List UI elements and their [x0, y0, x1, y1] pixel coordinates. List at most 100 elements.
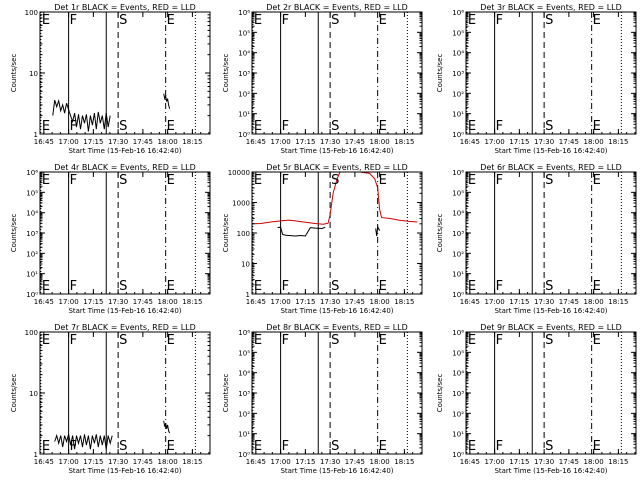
x-tick-label: 18:00	[370, 458, 390, 466]
y-tick-label: 10³	[452, 230, 464, 238]
y-tick-label: 10	[241, 261, 250, 269]
marker-label-f: F	[70, 13, 77, 28]
plot-area	[252, 12, 408, 134]
event-rate-line	[375, 225, 381, 237]
x-tick-label: 18:00	[584, 138, 604, 146]
marker-label-e: E	[468, 13, 476, 28]
marker-label-f: F	[282, 439, 289, 454]
y-tick-label: 10³	[238, 70, 250, 78]
x-tick-label: 17:15	[509, 298, 529, 306]
x-tick-label: 17:30	[320, 298, 340, 306]
panel-det-8r: Det 8r BLACK = Events, RED = LLDEEFFSSEE…	[222, 323, 423, 475]
x-tick-label: 17:00	[271, 298, 291, 306]
x-tick-label: 17:15	[509, 458, 529, 466]
y-tick-label: 10²	[238, 410, 250, 418]
y-axis-label: Counts/sec	[222, 54, 230, 93]
marker-label-e: E	[42, 13, 50, 28]
marker-label-e: E	[468, 439, 476, 454]
y-tick-label: 10⁵	[452, 189, 464, 197]
x-tick-label: 17:00	[485, 298, 505, 306]
marker-label-e: E	[167, 279, 175, 294]
plot-area	[466, 12, 622, 134]
x-tick-label: 18:15	[182, 298, 202, 306]
marker-label-f: F	[496, 333, 503, 348]
x-tick-label: 17:30	[320, 138, 340, 146]
panel-title: Det 1r BLACK = Events, RED = LLD	[54, 3, 196, 12]
panel-title: Det 2r BLACK = Events, RED = LLD	[266, 3, 408, 12]
marker-label-e: E	[468, 173, 476, 188]
x-tick-label: 17:45	[133, 458, 153, 466]
event-rate-line	[277, 226, 326, 237]
marker-label-s: S	[331, 333, 339, 348]
y-tick-label: 10¹	[452, 431, 464, 439]
y-tick-label: 10	[29, 70, 38, 78]
x-tick-label: 16:45	[246, 458, 266, 466]
marker-label-e: E	[42, 173, 50, 188]
marker-label-e: E	[254, 13, 262, 28]
marker-label-s: S	[331, 173, 339, 188]
y-tick-label: 10³	[238, 390, 250, 398]
y-tick-label: 10⁵	[238, 29, 250, 37]
axes-frame	[39, 171, 211, 295]
marker-label-s: S	[119, 333, 127, 348]
y-tick-label: 1	[34, 451, 38, 459]
panel-det-3r: Det 3r BLACK = Events, RED = LLDEEFFSSEE…	[436, 3, 637, 155]
marker-label-e: E	[593, 13, 601, 28]
marker-label-s: S	[545, 13, 553, 28]
marker-label-f: F	[496, 13, 503, 28]
marker-label-e: E	[254, 333, 262, 348]
marker-label-s: S	[545, 279, 553, 294]
y-tick-label: 10⁵	[452, 29, 464, 37]
y-tick-label: 10⁶	[238, 9, 250, 17]
x-tick-label: 17:45	[559, 138, 579, 146]
marker-label-e: E	[379, 173, 387, 188]
y-tick-label: 10⁴	[452, 370, 464, 378]
y-tick-label: 10⁰	[238, 451, 250, 459]
y-tick-label: 10²	[452, 90, 464, 98]
panel-det-7r: Det 7r BLACK = Events, RED = LLDEEFFSSEE…	[10, 323, 211, 475]
y-tick-label: 10¹	[238, 111, 250, 119]
marker-label-s: S	[331, 439, 339, 454]
x-tick-label: 16:45	[460, 138, 480, 146]
lld-rate-line	[252, 172, 418, 225]
marker-label-e: E	[379, 333, 387, 348]
y-tick-label: 10²	[452, 250, 464, 258]
x-axis-label: Start Time (15-Feb-16 16:42:40)	[68, 467, 181, 475]
marker-label-e: E	[593, 279, 601, 294]
x-tick-label: 18:00	[584, 458, 604, 466]
x-tick-label: 17:00	[485, 138, 505, 146]
y-tick-label: 10⁵	[452, 349, 464, 357]
marker-label-e: E	[254, 279, 262, 294]
marker-label-s: S	[545, 333, 553, 348]
marker-label-e: E	[593, 439, 601, 454]
y-axis-label: Counts/sec	[10, 374, 18, 413]
axes-frame	[465, 331, 637, 455]
y-tick-label: 10³	[452, 70, 464, 78]
x-tick-label: 18:00	[158, 138, 178, 146]
marker-label-s: S	[331, 13, 339, 28]
x-tick-label: 17:45	[345, 298, 365, 306]
y-axis-label: Counts/sec	[10, 214, 18, 253]
x-tick-label: 17:45	[133, 138, 153, 146]
plot-area	[40, 332, 196, 454]
marker-label-e: E	[254, 173, 262, 188]
y-tick-label: 10¹	[452, 111, 464, 119]
x-tick-label: 17:45	[133, 298, 153, 306]
y-tick-label: 10⁵	[26, 189, 38, 197]
marker-label-e: E	[167, 333, 175, 348]
x-tick-label: 17:30	[108, 138, 128, 146]
x-axis-label: Start Time (15-Feb-16 16:42:40)	[494, 147, 607, 155]
x-tick-label: 18:00	[584, 298, 604, 306]
y-tick-label: 10⁰	[452, 451, 464, 459]
y-tick-label: 100	[25, 329, 38, 337]
marker-label-f: F	[70, 439, 77, 454]
y-tick-label: 10⁰	[452, 291, 464, 299]
y-axis-label: Counts/sec	[222, 374, 230, 413]
marker-label-s: S	[545, 173, 553, 188]
axes-frame	[251, 171, 423, 295]
marker-label-f: F	[282, 279, 289, 294]
x-tick-label: 17:30	[108, 458, 128, 466]
marker-label-s: S	[119, 119, 127, 134]
x-tick-label: 17:00	[59, 458, 79, 466]
